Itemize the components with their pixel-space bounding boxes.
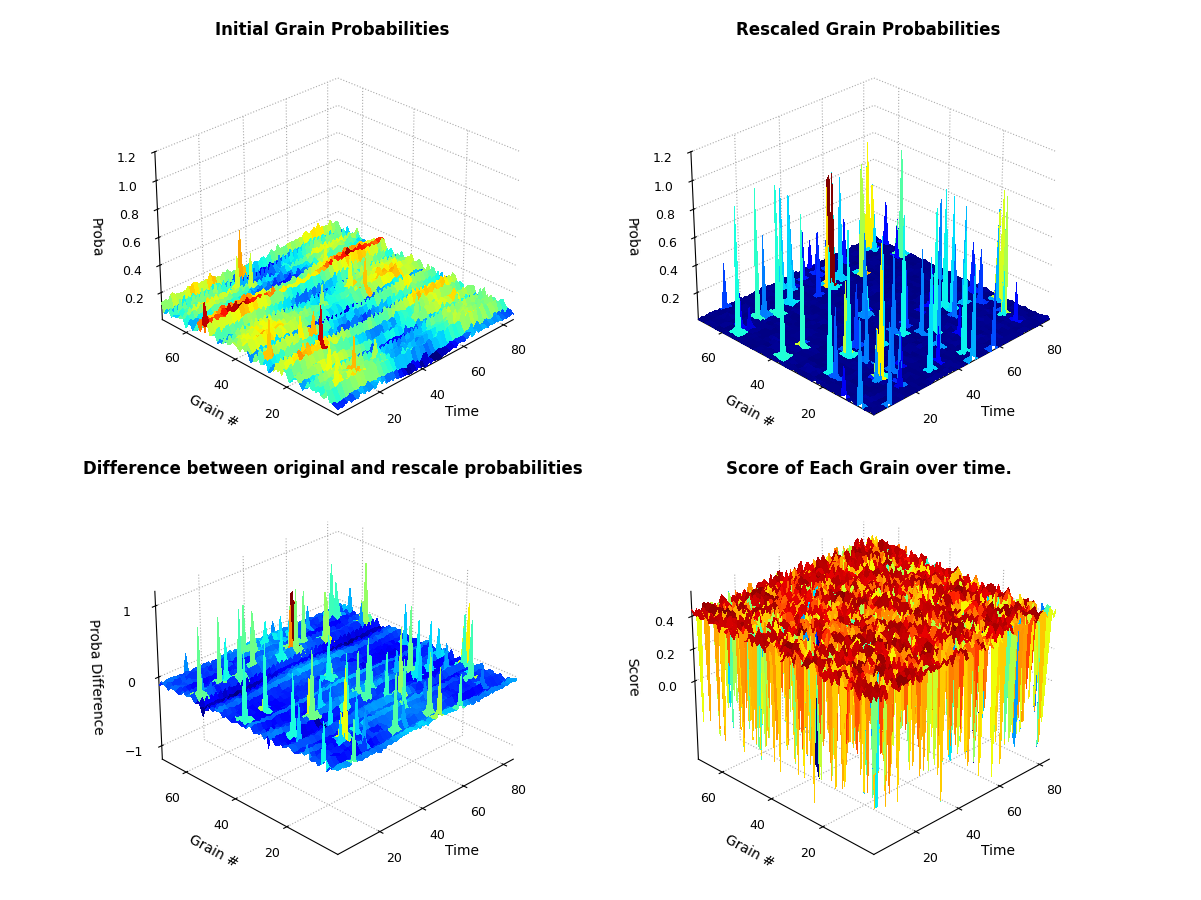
Y-axis label: Grain #: Grain # [723,832,777,870]
X-axis label: Time: Time [981,844,1015,858]
X-axis label: Time: Time [444,404,479,419]
Title: Rescaled Grain Probabilities: Rescaled Grain Probabilities [736,21,1000,39]
Title: Difference between original and rescale probabilities: Difference between original and rescale … [83,461,582,479]
Title: Initial Grain Probabilities: Initial Grain Probabilities [215,21,449,39]
Y-axis label: Grain #: Grain # [723,392,777,430]
Y-axis label: Grain #: Grain # [187,392,241,430]
X-axis label: Time: Time [444,844,479,858]
Y-axis label: Grain #: Grain # [187,832,241,870]
Title: Score of Each Grain over time.: Score of Each Grain over time. [725,461,1011,479]
X-axis label: Time: Time [981,404,1015,419]
